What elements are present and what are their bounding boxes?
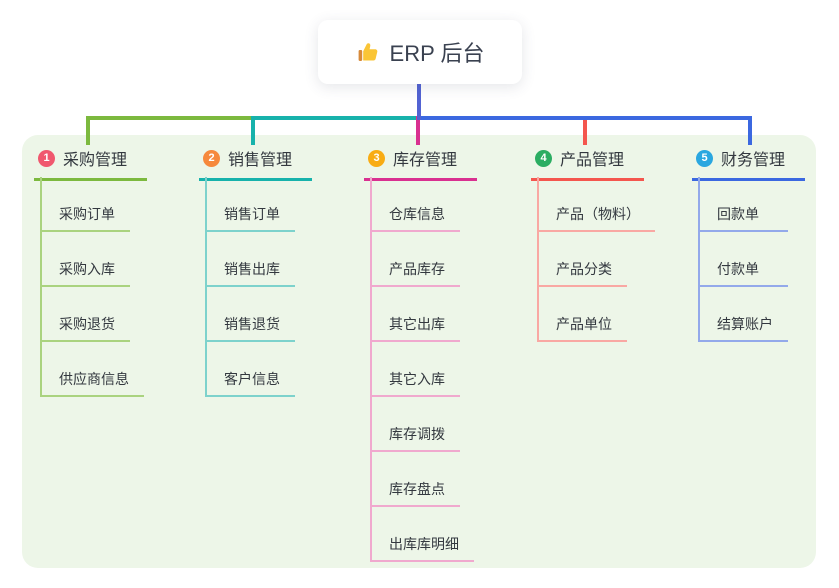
child-node[interactable]: 产品单位: [539, 287, 627, 342]
child-node[interactable]: 库存盘点: [372, 452, 460, 507]
thumbs-up-icon: [356, 40, 380, 64]
child-node-label: 采购入库: [59, 261, 115, 277]
branch-node-财务管理[interactable]: 5 财务管理: [692, 146, 805, 181]
child-node[interactable]: 其它出库: [372, 287, 460, 342]
branch-node-库存管理[interactable]: 3 库存管理: [364, 146, 477, 181]
child-node-label: 库存调拨: [389, 426, 445, 442]
branch-销售管理: 2 销售管理销售订单销售出库销售退货客户信息: [199, 146, 312, 397]
root-label: ERP 后台: [389, 41, 485, 66]
branch-node-产品管理[interactable]: 4 产品管理: [531, 146, 644, 181]
mindmap-canvas: [22, 135, 816, 568]
child-node-label: 产品（物料）: [556, 206, 640, 222]
child-node[interactable]: 产品分类: [539, 232, 627, 287]
root-node[interactable]: ERP 后台: [318, 20, 522, 84]
child-node-label: 仓库信息: [389, 206, 445, 222]
branch-财务管理: 5 财务管理回款单付款单结算账户: [692, 146, 805, 342]
child-node-label: 出库库明细: [389, 536, 459, 552]
child-node[interactable]: 客户信息: [207, 342, 295, 397]
child-node-label: 其它入库: [389, 371, 445, 387]
child-node[interactable]: 采购订单: [42, 177, 130, 232]
child-node[interactable]: 采购入库: [42, 232, 130, 287]
child-node[interactable]: 产品库存: [372, 232, 460, 287]
child-node-label: 结算账户: [717, 316, 773, 332]
child-node-label: 采购退货: [59, 316, 115, 332]
child-node[interactable]: 供应商信息: [42, 342, 144, 397]
child-node-label: 供应商信息: [59, 371, 129, 387]
branch-产品管理: 4 产品管理产品（物料） 产品分类产品单位: [531, 146, 655, 342]
branch-children: 销售订单销售出库销售退货客户信息: [205, 177, 312, 397]
child-node-label: 产品库存: [389, 261, 445, 277]
branch-children: 产品（物料） 产品分类产品单位: [537, 177, 655, 342]
branch-label: 产品管理: [560, 152, 625, 169]
child-node-label: 产品分类: [556, 261, 612, 277]
branch-index-badge: 4: [535, 149, 552, 167]
branch-label: 采购管理: [63, 152, 128, 169]
child-node[interactable]: 销售退货: [207, 287, 295, 342]
branch-采购管理: 1 采购管理采购订单采购入库采购退货供应商信息: [34, 146, 147, 397]
child-node-label: 销售订单: [224, 206, 280, 222]
branch-children: 仓库信息产品库存其它出库其它入库库存调拨库存盘点出库库明细: [370, 177, 477, 562]
branch-index-badge: 1: [38, 149, 55, 167]
child-node-label: 销售出库: [224, 261, 280, 277]
branch-库存管理: 3 库存管理仓库信息产品库存其它出库其它入库库存调拨库存盘点出库库明细: [364, 146, 477, 562]
branch-index-badge: 2: [203, 149, 220, 167]
child-node-label: 其它出库: [389, 316, 445, 332]
child-node[interactable]: 销售订单: [207, 177, 295, 232]
branch-node-销售管理[interactable]: 2 销售管理: [199, 146, 312, 181]
child-node[interactable]: 出库库明细: [372, 507, 474, 562]
child-node-label: 销售退货: [224, 316, 280, 332]
child-node[interactable]: 仓库信息: [372, 177, 460, 232]
branch-children: 采购订单采购入库采购退货供应商信息: [40, 177, 147, 397]
child-node[interactable]: 其它入库: [372, 342, 460, 397]
child-node[interactable]: 付款单: [700, 232, 788, 287]
child-node[interactable]: 结算账户: [700, 287, 788, 342]
branch-label: 库存管理: [393, 152, 458, 169]
branch-label: 销售管理: [228, 152, 293, 169]
child-node-label: 客户信息: [224, 371, 280, 387]
child-node[interactable]: 产品（物料）: [539, 177, 655, 232]
child-node[interactable]: 库存调拨: [372, 397, 460, 452]
child-node-label: 付款单: [717, 261, 759, 277]
branch-children: 回款单付款单结算账户: [698, 177, 805, 342]
child-node-label: 回款单: [717, 206, 759, 222]
branch-index-badge: 3: [368, 149, 385, 167]
child-node[interactable]: 销售出库: [207, 232, 295, 287]
child-node-label: 库存盘点: [389, 481, 445, 497]
branch-node-采购管理[interactable]: 1 采购管理: [34, 146, 147, 181]
branch-index-badge: 5: [696, 149, 713, 167]
child-node-label: 产品单位: [556, 316, 612, 332]
child-node[interactable]: 回款单: [700, 177, 788, 232]
child-node-label: 采购订单: [59, 206, 115, 222]
branch-label: 财务管理: [721, 152, 786, 169]
child-node[interactable]: 采购退货: [42, 287, 130, 342]
